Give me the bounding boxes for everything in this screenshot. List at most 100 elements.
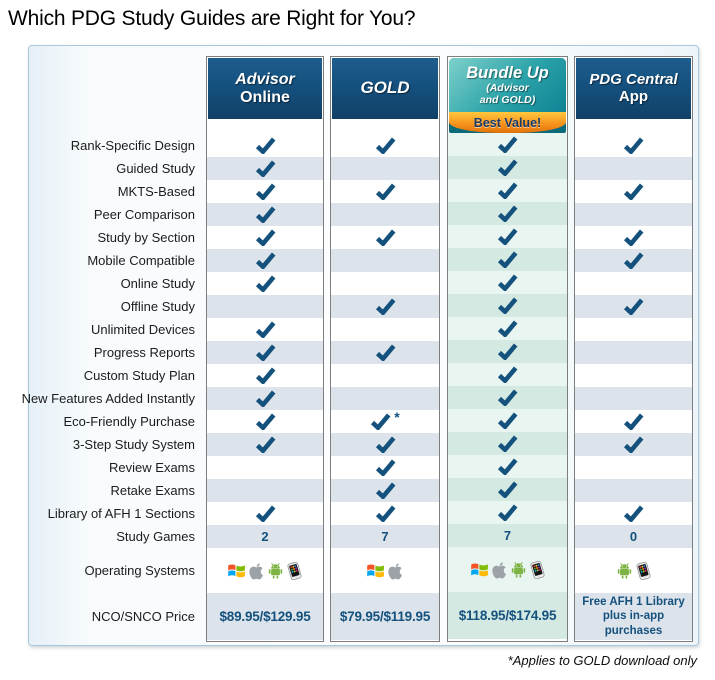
table-cell [448, 478, 567, 501]
table-cell [207, 341, 323, 364]
column-subtitle: and GOLD) [479, 94, 536, 107]
table-cell [575, 387, 692, 410]
table-cell [448, 133, 567, 156]
check-icon [255, 321, 275, 338]
table-cell [575, 341, 692, 364]
column-header-gold: GOLD [332, 58, 438, 119]
table-cell [331, 134, 439, 157]
check-icon [497, 182, 518, 199]
table-cell: 0 [575, 525, 692, 548]
feature-label: Guided Study [116, 161, 195, 176]
table-cell [575, 272, 692, 295]
check-icon [497, 458, 518, 475]
table-cell [448, 409, 567, 432]
table-cell: 7 [331, 525, 439, 548]
check-icon [623, 298, 644, 315]
table-cell [448, 363, 567, 386]
check-icon [497, 504, 518, 521]
table-cell [331, 479, 439, 502]
check-icon [623, 229, 644, 246]
table-cell [575, 157, 692, 180]
study-games-count: 7 [381, 529, 389, 544]
table-cell: $89.95/$129.95 [207, 593, 323, 640]
best-value-badge: Best Value! [449, 112, 566, 133]
feature-label: Study Games [116, 529, 195, 544]
table-cell [331, 203, 439, 226]
feature-label: Rank-Specific Design [70, 138, 195, 153]
android-icon [617, 562, 631, 579]
feature-label: Peer Comparison [93, 207, 195, 222]
feature-label: Operating Systems [84, 563, 195, 578]
feature-label: Offline Study [120, 299, 195, 314]
check-icon [255, 229, 275, 246]
android-icon [511, 561, 525, 578]
table-cell [575, 134, 692, 157]
table-cell [207, 548, 323, 593]
table-cell [207, 387, 323, 410]
table-cell [331, 456, 439, 479]
table-cell [575, 433, 692, 456]
check-icon [255, 160, 275, 177]
table-cell [207, 502, 323, 525]
feature-label: Unlimited Devices [90, 322, 195, 337]
check-icon [623, 436, 644, 453]
check-icon [623, 252, 644, 269]
table-cell [448, 248, 567, 271]
table-cell [331, 226, 439, 249]
table-cell [575, 295, 692, 318]
feature-label: Custom Study Plan [83, 368, 195, 383]
os-icon-group [227, 561, 303, 580]
column-subtitle: (Advisor [486, 82, 529, 94]
table-cell [207, 410, 323, 433]
os-icon-group [470, 560, 546, 579]
bundle-up-title-block: Bundle Up (Advisor and GOLD) [449, 58, 566, 112]
check-icon [375, 436, 395, 453]
table-cell [207, 295, 323, 318]
feature-label: 3-Step Study System [72, 437, 195, 452]
table-cell: $118.95/$174.95 [448, 592, 567, 639]
price-text: $79.95/$119.95 [339, 609, 431, 624]
table-cell [575, 456, 692, 479]
check-icon [255, 137, 275, 154]
check-icon [255, 436, 275, 453]
asterisk-note: * [394, 409, 400, 425]
check-icon [375, 482, 395, 499]
table-cell: $79.95/$119.95 [331, 593, 439, 640]
table-cell [207, 203, 323, 226]
table-cell [207, 249, 323, 272]
windows-icon [470, 563, 488, 577]
feature-label: Review Exams [109, 460, 195, 475]
table-cell [448, 340, 567, 363]
column-subtitle: Online [240, 88, 290, 106]
table-cell [331, 341, 439, 364]
header-spacer [207, 119, 323, 134]
check-icon [255, 275, 275, 292]
table-cell [331, 157, 439, 180]
table-cell [331, 364, 439, 387]
table-cell [331, 387, 439, 410]
column-gold: GOLD * 7 $79.95/$119.95 [330, 56, 440, 642]
table-cell [448, 271, 567, 294]
feature-label-column: Rank-Specific Design Guided Study MKTS-Bas… [22, 134, 201, 640]
table-cell [331, 295, 439, 318]
check-icon [375, 505, 395, 522]
check-icon [255, 344, 275, 361]
table-cell [207, 157, 323, 180]
table-cell [575, 502, 692, 525]
check-icon [497, 481, 518, 498]
table-cell [575, 479, 692, 502]
table-cell [207, 456, 323, 479]
table-cell [575, 180, 692, 203]
check-icon [497, 435, 518, 452]
table-cell [448, 294, 567, 317]
table-cell [331, 502, 439, 525]
check-icon [255, 505, 275, 522]
table-cell [448, 317, 567, 340]
column-header-pdg-central-app: PDG Central App [576, 58, 691, 119]
check-icon [375, 459, 395, 476]
table-cell [207, 433, 323, 456]
apple-icon [491, 561, 506, 578]
price-text: Free AFH 1 Library plus in-app purchases [582, 595, 685, 637]
table-cell [448, 547, 567, 592]
table-cell [448, 202, 567, 225]
